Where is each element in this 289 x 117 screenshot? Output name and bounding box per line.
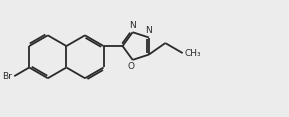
Text: Br: Br <box>2 72 12 81</box>
Text: N: N <box>145 26 152 35</box>
Text: N: N <box>129 21 136 30</box>
Text: CH₃: CH₃ <box>185 49 201 58</box>
Text: O: O <box>127 62 134 71</box>
